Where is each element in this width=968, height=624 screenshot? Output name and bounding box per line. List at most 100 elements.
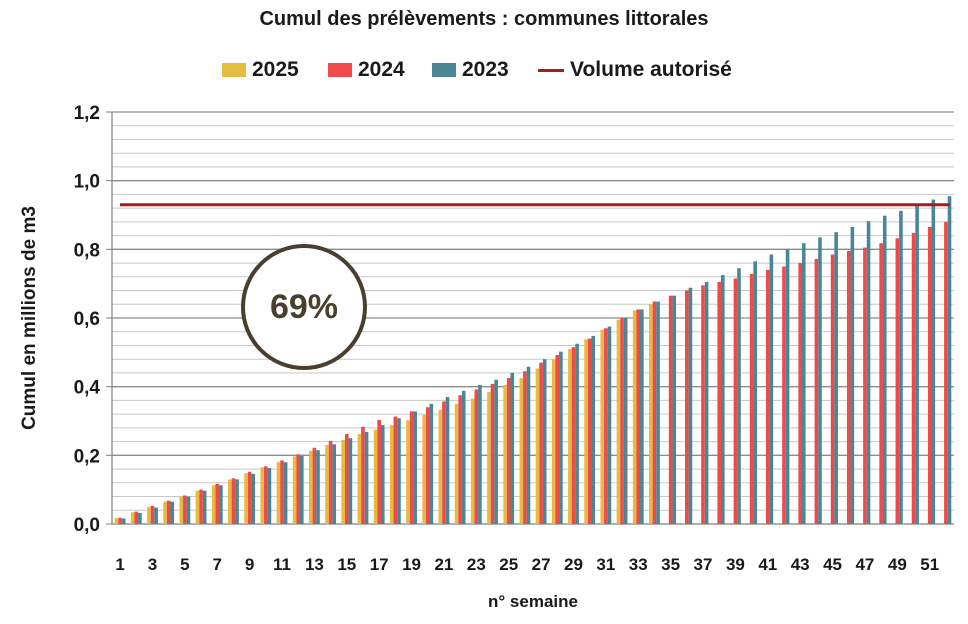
bar-2023-week-38 — [721, 275, 725, 524]
bar-2023-week-2 — [138, 513, 142, 524]
bar-2023-week-16 — [364, 431, 369, 524]
bar-2025-week-19 — [406, 420, 410, 524]
y-tick-label: 0,2 — [74, 446, 100, 467]
bar-2023-week-3 — [154, 507, 158, 524]
bar-2024-week-2 — [134, 511, 139, 524]
bar-2024-week-26 — [523, 371, 527, 524]
bar-2023-week-50 — [915, 204, 919, 524]
bar-2024-week-3 — [150, 505, 155, 524]
bar-2023-week-19 — [413, 411, 417, 524]
x-tick-label: 5 — [180, 555, 189, 574]
bar-2024-week-1 — [118, 517, 122, 524]
x-tick-label: 3 — [148, 555, 157, 574]
bar-2024-week-7 — [215, 483, 220, 524]
bar-2024-week-49 — [895, 238, 900, 524]
y-axis-label: Cumul en millions de m3 — [19, 206, 40, 430]
bar-2024-week-31 — [604, 328, 608, 524]
bar-2025-week-31 — [600, 329, 605, 524]
bar-2023-week-5 — [186, 496, 191, 524]
legend-item-volume-autorise: Volume autorisé — [538, 56, 732, 84]
bar-2023-week-29 — [575, 343, 579, 524]
bar-2023-week-18 — [397, 418, 401, 524]
bar-2024-week-5 — [183, 495, 187, 524]
bar-2024-week-20 — [425, 407, 430, 524]
x-axis-label: n° semaine — [488, 592, 578, 611]
x-tick-label: 35 — [661, 555, 680, 574]
bar-2025-week-22 — [454, 403, 459, 524]
y-tick-label: 0,0 — [74, 515, 100, 536]
bar-2024-week-36 — [685, 290, 689, 524]
bar-2024-week-16 — [361, 426, 365, 524]
bar-2024-week-37 — [701, 285, 705, 524]
bar-2023-week-46 — [850, 227, 855, 524]
bar-2025-week-3 — [147, 506, 151, 524]
x-tick-label: 9 — [245, 555, 254, 574]
bar-2023-week-8 — [235, 479, 239, 524]
bar-2024-week-45 — [830, 254, 835, 524]
bar-2023-week-34 — [656, 301, 660, 524]
legend-label-2025: 2025 — [252, 58, 299, 81]
x-tick-label: 51 — [920, 555, 939, 574]
bar-2023-week-52 — [947, 196, 952, 524]
bar-2024-week-47 — [863, 247, 867, 524]
bar-2025-week-17 — [373, 429, 378, 524]
x-tick-label: 49 — [888, 555, 907, 574]
bar-2024-week-21 — [442, 401, 446, 524]
bar-2024-week-25 — [506, 378, 511, 524]
x-tick-label: 39 — [726, 555, 745, 574]
bar-2023-week-10 — [267, 468, 272, 524]
bar-2024-week-4 — [166, 500, 171, 524]
bar-2023-week-33 — [640, 309, 644, 524]
bar-2023-week-15 — [348, 438, 353, 524]
y-tick-label: 1,0 — [74, 172, 100, 193]
bar-2024-week-39 — [733, 278, 738, 524]
bar-2024-week-32 — [620, 318, 624, 524]
bar-2023-week-42 — [785, 249, 790, 525]
legend-label-2023: 2023 — [462, 58, 509, 81]
bar-2024-week-44 — [814, 258, 819, 524]
bar-2023-week-30 — [591, 335, 596, 524]
bar-2024-week-48 — [879, 243, 883, 525]
legend-item-2025: 2025 — [222, 56, 299, 84]
bar-2023-week-17 — [380, 425, 385, 524]
bar-2023-week-45 — [834, 232, 838, 524]
bar-2025-week-18 — [389, 425, 394, 524]
bar-2024-week-41 — [765, 269, 770, 524]
x-tick-label: 1 — [115, 555, 124, 574]
bar-2024-week-18 — [393, 416, 398, 524]
bar-2023-week-22 — [461, 390, 466, 524]
bar-2023-week-27 — [542, 359, 547, 524]
bar-2024-week-27 — [539, 362, 543, 524]
bar-2024-week-23 — [474, 389, 479, 524]
bar-2023-week-36 — [688, 287, 693, 524]
bar-2025-week-25 — [503, 384, 507, 524]
bar-2025-week-21 — [438, 409, 443, 524]
bar-2025-week-1 — [114, 518, 119, 524]
bar-2023-week-35 — [672, 295, 677, 524]
x-tick-label: 29 — [564, 555, 583, 574]
legend-swatch-2023 — [432, 63, 456, 77]
bar-2025-week-7 — [211, 485, 216, 524]
y-tick-label: 1,2 — [74, 103, 100, 124]
bar-2023-week-41 — [769, 254, 774, 524]
bar-2025-week-24 — [487, 391, 491, 524]
bar-2023-week-48 — [882, 215, 887, 525]
x-tick-label: 33 — [629, 555, 648, 574]
bar-2023-week-1 — [121, 518, 126, 524]
bar-2025-week-26 — [519, 378, 524, 524]
bar-2023-week-51 — [931, 199, 936, 525]
bar-2024-week-24 — [490, 383, 495, 524]
y-tick-label: 0,8 — [74, 240, 100, 261]
bar-2025-week-6 — [195, 490, 200, 524]
bar-2024-week-43 — [798, 263, 802, 524]
bar-2023-week-31 — [607, 326, 612, 524]
x-tick-label: 7 — [213, 555, 222, 574]
bar-2024-week-28 — [555, 355, 560, 524]
bar-2024-week-52 — [944, 221, 948, 524]
bar-2023-week-25 — [510, 372, 515, 524]
bar-2024-week-12 — [296, 454, 301, 524]
bar-2024-week-9 — [247, 471, 252, 524]
bar-2024-week-15 — [344, 434, 349, 524]
legend-item-2024: 2024 — [328, 56, 405, 84]
bar-2024-week-6 — [199, 489, 203, 524]
